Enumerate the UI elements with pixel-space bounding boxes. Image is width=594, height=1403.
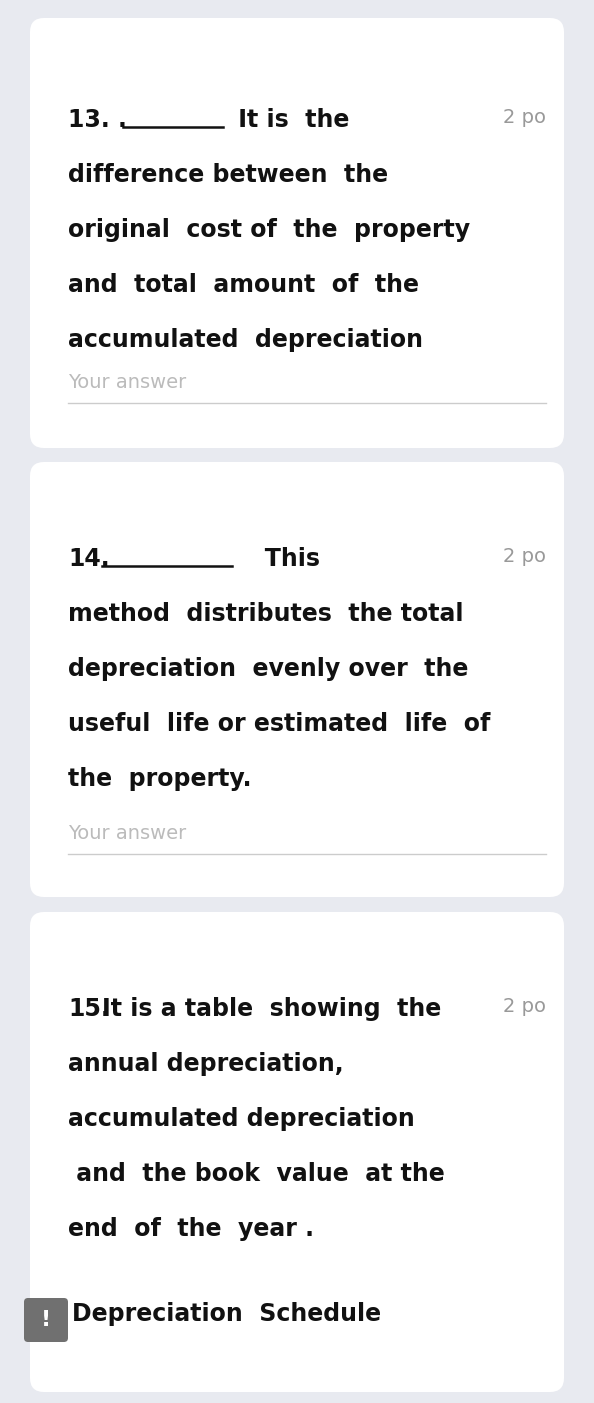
Text: accumulated depreciation: accumulated depreciation xyxy=(68,1107,415,1131)
Text: It is  the: It is the xyxy=(230,108,350,132)
Text: and  total  amount  of  the: and total amount of the xyxy=(68,274,419,297)
FancyBboxPatch shape xyxy=(24,1298,68,1343)
Text: !: ! xyxy=(41,1310,51,1330)
Text: Your answer: Your answer xyxy=(68,824,187,843)
FancyBboxPatch shape xyxy=(30,462,564,897)
Text: This: This xyxy=(239,547,320,571)
Text: the  property.: the property. xyxy=(68,767,251,791)
Text: It is a table  showing  the: It is a table showing the xyxy=(102,998,441,1021)
Text: Depreciation  Schedule: Depreciation Schedule xyxy=(72,1302,381,1326)
Text: end  of  the  year .: end of the year . xyxy=(68,1216,314,1242)
Text: 2 po: 2 po xyxy=(503,998,546,1016)
Text: 2 po: 2 po xyxy=(503,547,546,565)
Text: accumulated  depreciation: accumulated depreciation xyxy=(68,328,423,352)
Text: Your answer: Your answer xyxy=(68,373,187,391)
Text: difference between  the: difference between the xyxy=(68,163,388,187)
FancyBboxPatch shape xyxy=(30,912,564,1392)
Text: 15.: 15. xyxy=(68,998,110,1021)
Text: and  the book  value  at the: and the book value at the xyxy=(68,1162,445,1186)
Text: annual depreciation,: annual depreciation, xyxy=(68,1052,343,1076)
Text: 14.: 14. xyxy=(68,547,110,571)
Text: original  cost of  the  property: original cost of the property xyxy=(68,217,470,241)
Text: 2 po: 2 po xyxy=(503,108,546,128)
Text: useful  life or estimated  life  of: useful life or estimated life of xyxy=(68,711,491,737)
Text: method  distributes  the total: method distributes the total xyxy=(68,602,463,626)
Text: depreciation  evenly over  the: depreciation evenly over the xyxy=(68,657,469,680)
Text: 13. .: 13. . xyxy=(68,108,127,132)
FancyBboxPatch shape xyxy=(30,18,564,448)
